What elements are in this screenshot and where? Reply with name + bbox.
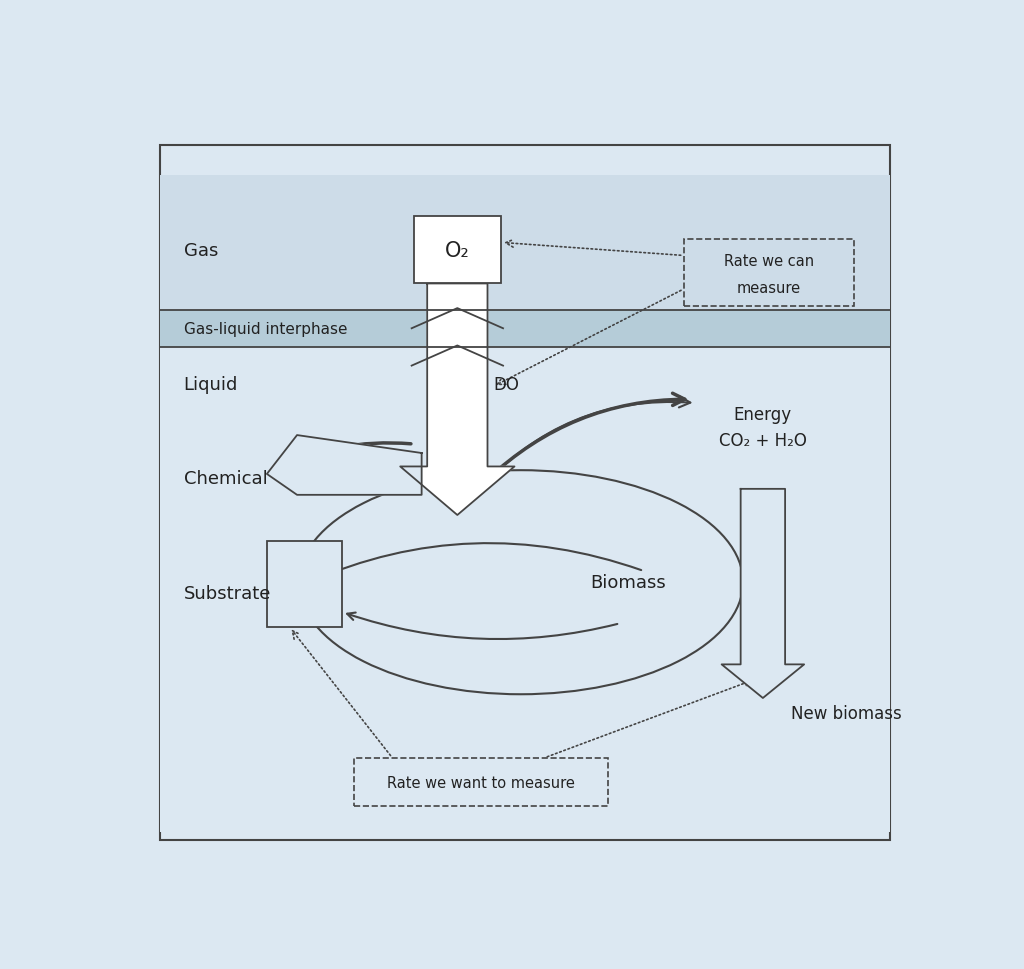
Bar	[414, 217, 501, 284]
Text: Substrate: Substrate	[183, 585, 271, 603]
Text: Rate we want to measure: Rate we want to measure	[387, 774, 575, 790]
Bar	[354, 758, 608, 806]
Text: O₂: O₂	[444, 240, 470, 261]
Text: Energy: Energy	[734, 406, 792, 423]
Polygon shape	[400, 284, 514, 516]
Text: Chemical: Chemical	[183, 469, 267, 487]
Bar	[160, 176, 890, 310]
Text: New biomass: New biomass	[791, 704, 901, 722]
Bar	[684, 239, 854, 306]
Text: Gas: Gas	[183, 241, 218, 260]
Bar	[160, 310, 890, 348]
Text: Biomass: Biomass	[590, 574, 666, 592]
Text: Liquid: Liquid	[183, 376, 238, 393]
Polygon shape	[722, 489, 804, 699]
Text: Gas-liquid interphase: Gas-liquid interphase	[183, 322, 347, 336]
Bar	[267, 542, 342, 627]
Text: measure: measure	[737, 280, 801, 296]
Text: CO₂ + H₂O: CO₂ + H₂O	[719, 432, 807, 450]
Text: DO: DO	[494, 376, 519, 393]
Text: Rate we can: Rate we can	[724, 253, 814, 268]
Bar	[160, 348, 890, 832]
Polygon shape	[267, 436, 422, 495]
